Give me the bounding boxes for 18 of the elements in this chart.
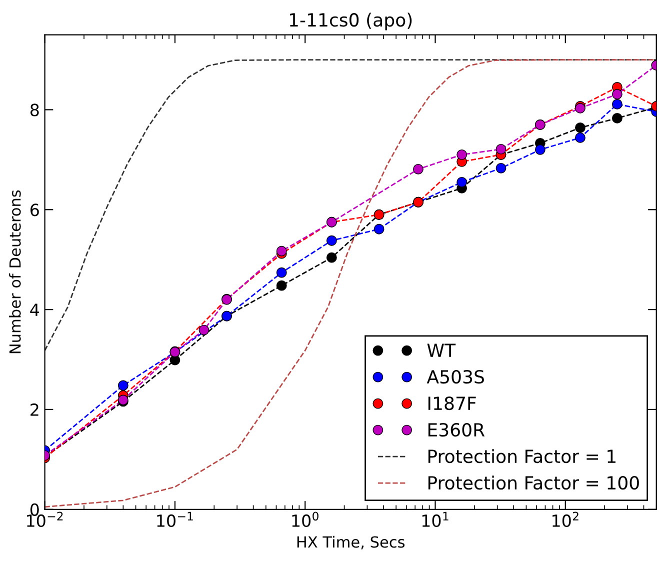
legend-label: I187F (428, 396, 476, 410)
legend-label: A503S (426, 370, 484, 384)
y-axis-title: Number of Deuterons (9, 190, 21, 354)
y-tick-label: 8 (30, 104, 39, 116)
y-tick-label: 6 (30, 204, 39, 216)
legend-label: Protection Factor = 1 (428, 449, 616, 464)
x-tick-label: 10$^{−1}$ (157, 512, 193, 528)
x-tick-label: 10$^{0}$ (292, 512, 318, 528)
y-tick-label: 4 (30, 304, 40, 316)
y-tick-label: 2 (30, 403, 38, 416)
x-tick-label: 10$^{2}$ (552, 512, 578, 528)
legend-label: WT (427, 344, 456, 357)
legend-label: Protection Factor = 100 (428, 476, 639, 490)
y-tick-label: 0 (30, 503, 39, 516)
x-axis-title: HX Time, Secs (297, 536, 405, 550)
x-tick-label: 10$^{1}$ (422, 512, 448, 528)
legend-label: E360R (428, 422, 485, 437)
chart-title: 1-11cs0 (apo) (290, 12, 412, 30)
